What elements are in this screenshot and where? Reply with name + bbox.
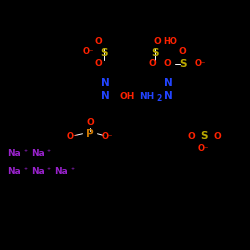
Text: S: S (151, 48, 159, 58)
Text: O: O (148, 59, 156, 68)
Text: O: O (164, 59, 172, 68)
Text: O: O (95, 59, 103, 68)
Text: 2: 2 (156, 94, 162, 103)
Text: Na: Na (30, 149, 44, 158)
Text: O: O (95, 37, 103, 46)
Text: S: S (100, 48, 108, 58)
Text: O: O (86, 118, 94, 127)
Text: O: O (188, 132, 195, 141)
Text: O: O (178, 47, 186, 56)
Text: O: O (214, 132, 222, 141)
Text: N: N (100, 91, 110, 101)
Text: S: S (179, 59, 186, 69)
Text: ⁺: ⁺ (70, 166, 74, 174)
Text: NH: NH (138, 92, 154, 101)
Text: Na: Na (7, 149, 20, 158)
Text: O⁻: O⁻ (194, 59, 206, 68)
Text: Na: Na (30, 167, 44, 176)
Text: HO: HO (163, 37, 177, 46)
Text: O⁻: O⁻ (83, 47, 94, 56)
Text: O⁻: O⁻ (198, 144, 209, 153)
Text: OH: OH (120, 92, 135, 101)
Text: S: S (200, 131, 207, 141)
Text: ⁺: ⁺ (23, 148, 27, 157)
Text: P: P (86, 129, 94, 139)
Text: N: N (164, 78, 173, 88)
Text: N: N (100, 78, 110, 88)
Text: N: N (164, 91, 173, 101)
Text: ⁺: ⁺ (47, 166, 51, 174)
Text: O⁻: O⁻ (67, 132, 78, 141)
Text: Na: Na (54, 167, 68, 176)
Text: O⁻: O⁻ (102, 132, 113, 141)
Text: O: O (154, 37, 162, 46)
Text: ⁺: ⁺ (47, 148, 51, 157)
Text: Na: Na (7, 167, 20, 176)
Text: ⁺: ⁺ (23, 166, 27, 174)
